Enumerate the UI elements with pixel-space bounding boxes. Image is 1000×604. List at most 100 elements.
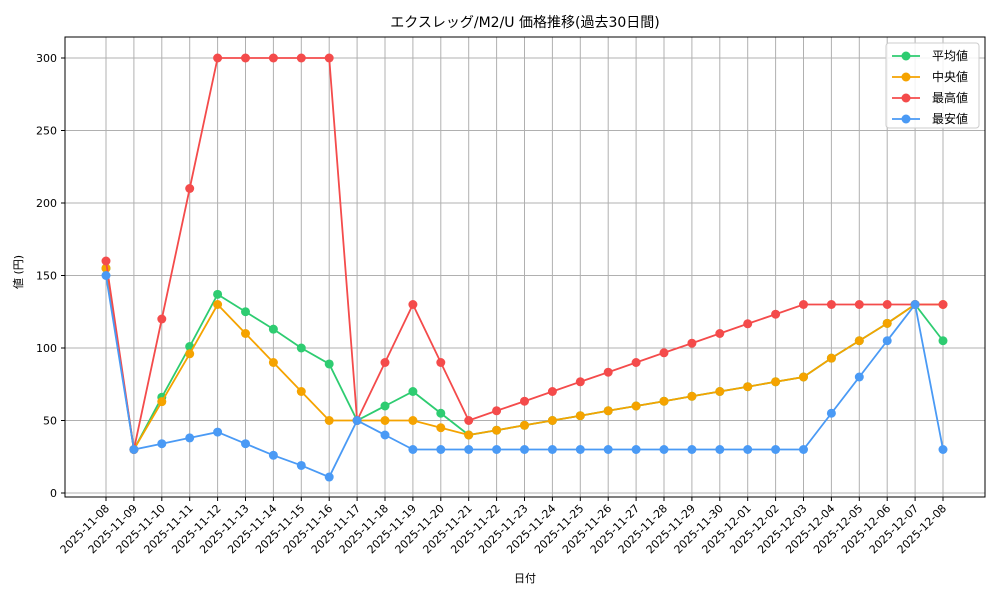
data-point: [185, 349, 195, 359]
data-point: [241, 439, 250, 449]
legend-item: 平均値: [892, 48, 968, 63]
plot-frame: [64, 36, 986, 498]
data-point: [854, 300, 864, 309]
data-point: [324, 53, 334, 63]
legend-item: 中央値: [892, 69, 968, 84]
data-point: [826, 408, 836, 418]
data-point: [185, 433, 195, 443]
y-tick-label: 250: [36, 125, 57, 138]
data-point: [799, 445, 808, 454]
data-point: [659, 445, 669, 454]
series-line: [101, 271, 948, 482]
data-point: [743, 382, 753, 392]
data-point: [771, 377, 781, 387]
data-point: [296, 460, 306, 470]
data-point: [492, 445, 502, 454]
data-point: [715, 329, 725, 338]
data-point: [799, 372, 808, 382]
x-axis: 2025-11-082025-11-092025-11-102025-11-11…: [58, 497, 949, 556]
data-point: [938, 445, 948, 454]
data-point: [352, 416, 362, 425]
data-point: [826, 353, 836, 363]
data-point: [464, 445, 474, 454]
data-point: [464, 416, 474, 425]
data-point: [938, 300, 948, 309]
data-point: [436, 358, 446, 367]
data-point: [157, 314, 167, 324]
data-point: [296, 343, 306, 353]
y-axis-label: 値 (円): [12, 255, 25, 289]
data-point: [631, 445, 641, 454]
legend-box: [885, 42, 980, 129]
data-point: [547, 416, 557, 425]
gridlines: [65, 37, 985, 497]
data-point: [631, 401, 641, 411]
data-point: [882, 336, 892, 346]
data-point: [408, 387, 418, 396]
data-point: [659, 348, 669, 358]
data-point: [603, 445, 613, 454]
data-point: [324, 416, 334, 425]
data-point: [854, 372, 864, 382]
y-axis: 0 50 100 150 200 250 300: [36, 52, 65, 500]
x-axis-label: 日付: [514, 572, 536, 585]
data-point: [687, 445, 697, 454]
data-point: [408, 416, 418, 425]
data-point: [882, 318, 892, 328]
data-point: [938, 336, 948, 346]
data-point: [603, 367, 613, 377]
data-point: [799, 300, 808, 309]
data-point: [213, 289, 223, 299]
data-point: [101, 256, 111, 266]
data-point: [408, 445, 418, 454]
data-point: [380, 358, 390, 367]
data-point: [631, 358, 641, 367]
data-point: [687, 391, 697, 401]
data-point: [241, 53, 250, 63]
y-tick-label: 0: [50, 487, 57, 500]
data-point: [826, 300, 836, 309]
data-point: [575, 377, 585, 387]
data-point: [185, 184, 195, 193]
legend-label: 最高値: [932, 90, 968, 105]
data-point: [268, 450, 278, 460]
y-tick-label: 150: [36, 270, 57, 283]
data-point: [547, 445, 557, 454]
legend-marker: [901, 51, 911, 61]
data-point: [157, 397, 167, 407]
data-point: [464, 430, 474, 440]
data-point: [492, 425, 502, 435]
legend-marker: [901, 93, 911, 103]
data-point: [603, 406, 613, 416]
data-point: [575, 445, 585, 454]
data-point: [324, 359, 334, 369]
legend-marker: [901, 72, 911, 82]
chart-title: エクスレッグ/M2/U 価格推移(過去30日間): [390, 15, 659, 31]
data-point: [268, 53, 278, 63]
series-line: [101, 53, 948, 454]
data-point: [268, 358, 278, 367]
y-tick-label: 50: [43, 415, 57, 428]
data-point: [771, 309, 781, 319]
data-point: [296, 53, 306, 63]
legend-item: 最安値: [892, 111, 968, 126]
data-point: [101, 271, 111, 280]
data-point: [520, 396, 529, 406]
data-point: [910, 300, 920, 309]
data-point: [241, 307, 250, 317]
y-tick-label: 300: [36, 52, 57, 65]
data-point: [715, 445, 725, 454]
data-point: [213, 300, 223, 309]
data-point: [324, 472, 334, 482]
data-point: [296, 387, 306, 396]
data-point: [771, 445, 781, 454]
series-lines: [101, 53, 948, 482]
data-point: [213, 427, 223, 437]
data-point: [575, 411, 585, 421]
legend-item: 最高値: [892, 90, 968, 105]
legend-label: 平均値: [932, 48, 968, 63]
legend-label: 最安値: [932, 111, 968, 126]
data-point: [436, 423, 446, 433]
